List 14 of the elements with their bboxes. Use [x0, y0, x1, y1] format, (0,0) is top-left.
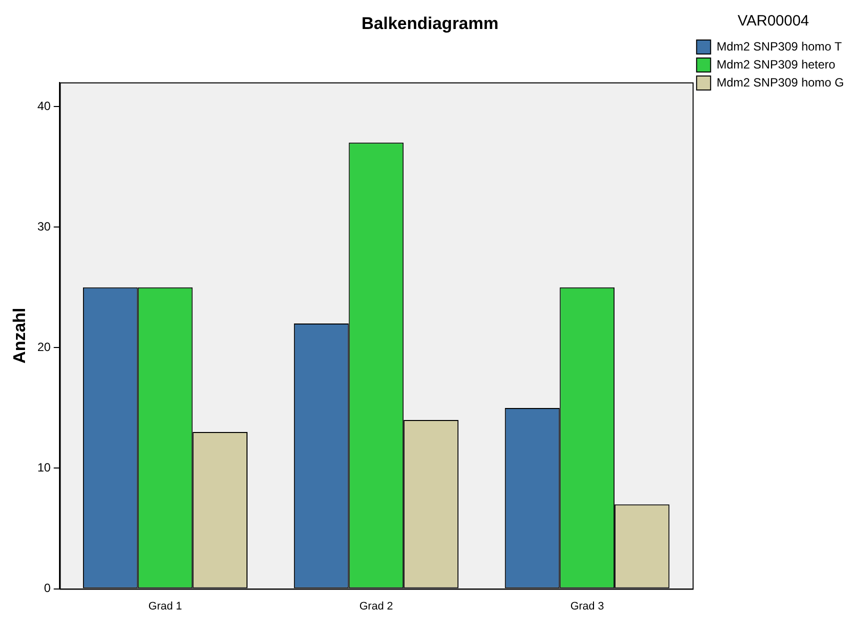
legend-title: VAR00004: [738, 12, 810, 30]
legend-label: Mdm2 SNP309 homo G: [716, 75, 844, 90]
x-tick-label: Grad 3: [570, 600, 604, 612]
y-tick-label: 0: [44, 581, 52, 596]
x-tick-label: Grad 1: [148, 600, 182, 612]
chart-title: Balkendiagramm: [362, 14, 498, 33]
legend-label: Mdm2 SNP309 hetero: [716, 57, 836, 72]
x-tick-label: Grad 2: [359, 600, 393, 612]
y-tick-label: 30: [37, 219, 52, 234]
legend-label: Mdm2 SNP309 homo T: [716, 39, 842, 54]
y-tick-label: 40: [37, 98, 52, 113]
y-tick-label: 20: [37, 340, 52, 354]
y-tick-label: 10: [37, 460, 52, 475]
y-axis-title: Anzahl: [10, 308, 29, 364]
